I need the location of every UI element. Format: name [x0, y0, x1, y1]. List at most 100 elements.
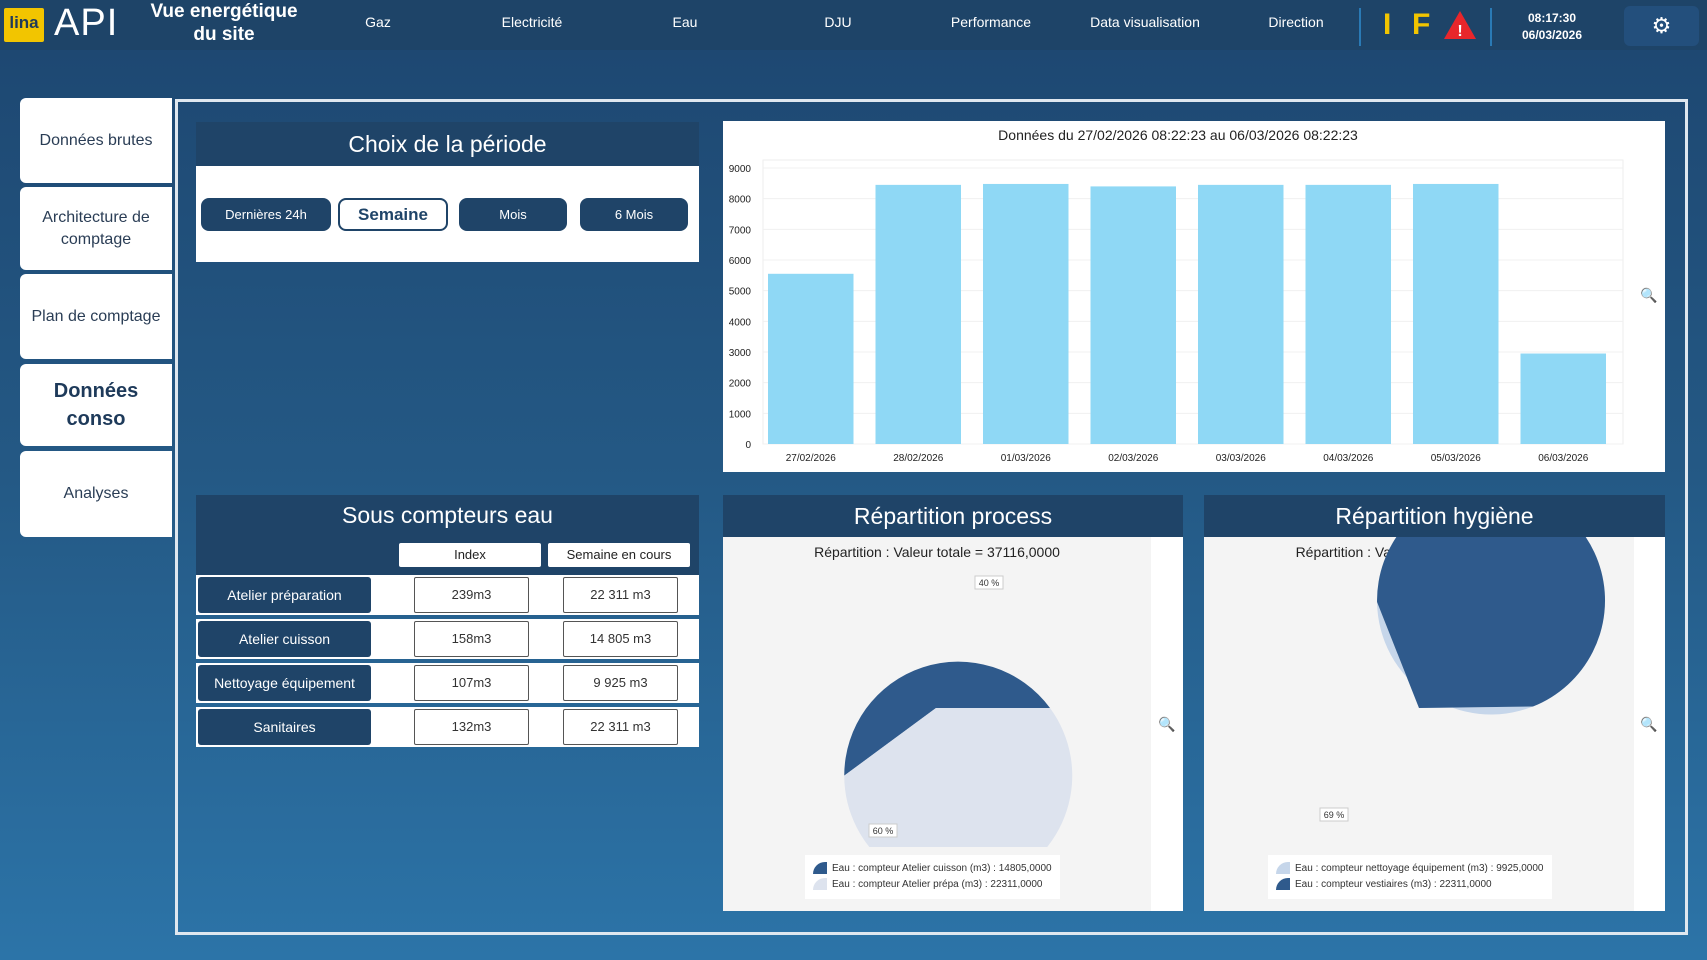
- bar: [875, 184, 961, 444]
- pie-label: 40 %: [979, 578, 1000, 588]
- zoom-magnifier-icon[interactable]: 🔍: [1158, 716, 1176, 732]
- legend-item: Eau : compteur vestiaires (m3) : 22311,0…: [1276, 877, 1544, 893]
- legend-item: Eau : compteur nettoyage équipement (m3)…: [1276, 861, 1544, 877]
- counters-title: Sous compteurs eau: [196, 495, 699, 535]
- pie-slice: [844, 708, 1073, 847]
- pie-label: 60 %: [873, 826, 894, 836]
- sidebar-item-analyses[interactable]: Analyses: [20, 451, 172, 537]
- x-tick-label: 27/02/2026: [786, 453, 836, 464]
- clock: 08:17:30 06/03/2026: [1502, 10, 1602, 44]
- pie-process-chart: 40 % 60 %: [844, 575, 1073, 847]
- counter-week: 22 311 m3: [563, 577, 678, 613]
- counter-label[interactable]: Atelier cuisson: [198, 621, 371, 657]
- bar-chart: 0 1000 2000 3000 4000 5000 6000 7000 8000 9000 27/…: [729, 159, 1624, 464]
- legend-swatch: [813, 862, 827, 875]
- alert-warning-icon[interactable]: !: [1443, 10, 1477, 40]
- bar: [1305, 184, 1391, 444]
- y-tick-label: 7000: [729, 225, 752, 236]
- page-title: Vue energétique du site: [150, 1, 298, 45]
- counter-label[interactable]: Nettoyage équipement: [198, 665, 371, 701]
- period-6mois-button[interactable]: 6 Mois: [580, 198, 688, 231]
- y-tick-label: 6000: [729, 256, 752, 267]
- zoom-magnifier-icon[interactable]: 🔍: [1640, 287, 1658, 303]
- x-tick-label: 28/02/2026: [893, 453, 943, 464]
- bar: [1520, 353, 1606, 444]
- chart-title: Données du 27/02/2026 08:22:23 au 06/03/…: [998, 127, 1358, 143]
- bar: [983, 183, 1069, 445]
- pie-label: 69 %: [1324, 810, 1345, 820]
- divider: [1490, 8, 1492, 46]
- y-tick-label: 4000: [729, 317, 752, 328]
- lina-logo: lina: [4, 8, 44, 42]
- counter-label[interactable]: Atelier préparation: [198, 577, 371, 613]
- legend-item: Eau : compteur Atelier cuisson (m3) : 14…: [813, 861, 1052, 877]
- pie-process-legend: Eau : compteur Atelier cuisson (m3) : 14…: [805, 855, 1060, 899]
- counter-label[interactable]: Sanitaires: [198, 709, 371, 745]
- svg-text:!: !: [1457, 23, 1462, 40]
- pie-label-box: [974, 575, 1004, 590]
- bar: [768, 273, 854, 444]
- sidebar-item-plan-comptage[interactable]: Plan de comptage: [20, 274, 172, 359]
- time: 08:17:30: [1527, 11, 1577, 25]
- pie-hygiene-chart: 31 %69 %: [1319, 537, 1605, 822]
- nav-data-visualisation[interactable]: Data visualisation: [1090, 14, 1200, 30]
- nav-gaz[interactable]: Gaz: [365, 14, 391, 30]
- legend-label: Eau : compteur nettoyage équipement (m3)…: [1295, 863, 1544, 874]
- counter-index: 132m3: [414, 709, 529, 745]
- divider: [1359, 8, 1361, 46]
- period-title: Choix de la période: [196, 122, 699, 166]
- date: 06/03/2026: [1521, 28, 1583, 42]
- indicator-i[interactable]: I: [1383, 8, 1392, 41]
- pie-slice: [1377, 537, 1605, 708]
- nav-dju[interactable]: DJU: [824, 14, 852, 30]
- nav-direction[interactable]: Direction: [1268, 14, 1324, 30]
- counter-index: 158m3: [414, 621, 529, 657]
- pie-hygiene-title: Répartition hygiène: [1204, 495, 1665, 537]
- x-tick-label: 06/03/2026: [1538, 453, 1588, 464]
- x-tick-label: 01/03/2026: [1001, 453, 1051, 464]
- y-tick-label: 2000: [729, 379, 752, 390]
- period-mois-button[interactable]: Mois: [459, 198, 567, 231]
- pie-hygiene-side: [1634, 537, 1665, 911]
- pie-slice: [844, 661, 1050, 776]
- nav-performance[interactable]: Performance: [950, 14, 1032, 30]
- x-tick-label: 05/03/2026: [1431, 453, 1481, 464]
- column-header-semaine: Semaine en cours: [548, 543, 690, 567]
- indicator-f[interactable]: F: [1412, 8, 1431, 41]
- legend-label: Eau : compteur Atelier cuisson (m3) : 14…: [832, 863, 1052, 874]
- legend-swatch: [1276, 878, 1290, 891]
- nav-eau[interactable]: Eau: [672, 14, 698, 30]
- sidebar-item-donnees-conso[interactable]: Données conso: [20, 364, 172, 446]
- x-tick-label: 04/03/2026: [1323, 453, 1373, 464]
- pie-label-box: [1319, 807, 1349, 822]
- y-tick-label: 8000: [729, 195, 752, 206]
- pie-process-subtitle: Répartition : Valeur totale = 37116,0000: [814, 544, 1060, 560]
- legend-label: Eau : compteur Atelier prépa (m3) : 2231…: [832, 879, 1043, 890]
- y-tick-label: 3000: [729, 348, 752, 359]
- period-24h-button[interactable]: Dernières 24h: [201, 198, 331, 231]
- pie-process-title: Répartition process: [723, 495, 1183, 537]
- sidebar-item-architecture[interactable]: Architecture de comptage: [20, 187, 172, 270]
- y-tick-label: 0: [745, 440, 751, 451]
- period-semaine-button[interactable]: Semaine: [338, 198, 448, 231]
- nav-electricite[interactable]: Electricité: [501, 14, 563, 30]
- y-tick-label: 9000: [729, 164, 752, 175]
- counter-week: 9 925 m3: [563, 665, 678, 701]
- counter-index: 239m3: [414, 577, 529, 613]
- counter-week: 22 311 m3: [563, 709, 678, 745]
- legend-item: Eau : compteur Atelier prépa (m3) : 2231…: [813, 877, 1052, 893]
- content-frame: [175, 99, 1688, 935]
- pie-process-side: [1151, 537, 1183, 911]
- pie-hygiene-legend: Eau : compteur nettoyage équipement (m3)…: [1268, 855, 1552, 899]
- bar: [1198, 184, 1284, 444]
- legend-label: Eau : compteur vestiaires (m3) : 22311,0…: [1295, 879, 1492, 890]
- counter-index: 107m3: [414, 665, 529, 701]
- y-tick-label: 1000: [729, 409, 752, 420]
- counter-week: 14 805 m3: [563, 621, 678, 657]
- top-bar: [0, 0, 1707, 50]
- sidebar-item-donnees-brutes[interactable]: Données brutes: [20, 98, 172, 183]
- y-tick-label: 5000: [729, 287, 752, 298]
- zoom-magnifier-icon[interactable]: 🔍: [1640, 716, 1658, 732]
- legend-swatch: [1276, 862, 1290, 875]
- settings-gear-icon[interactable]: ⚙: [1624, 6, 1699, 46]
